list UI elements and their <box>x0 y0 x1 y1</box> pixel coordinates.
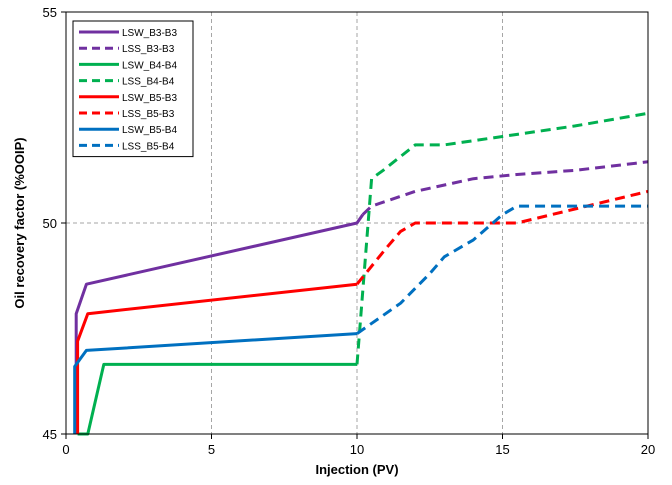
legend-label: LSS_B3-B3 <box>122 44 175 55</box>
series-lines <box>73 111 649 436</box>
y-tick-label: 50 <box>43 216 57 231</box>
series-line-lss-b3-b3 <box>361 160 649 216</box>
legend-label: LSW_B4-B4 <box>122 60 177 71</box>
x-tick-label: 5 <box>208 442 215 457</box>
legend-box <box>72 20 194 158</box>
legend-label: LSS_B4-B4 <box>122 77 175 88</box>
x-tick-label: 0 <box>62 442 69 457</box>
axis-ticks: 0 5 10 15 20 45 50 55 <box>43 5 656 457</box>
y-tick-label: 55 <box>43 5 57 20</box>
x-tick-label: 20 <box>641 442 655 457</box>
series-line-lss-b5-b4 <box>356 204 648 335</box>
series-line-lss-b4-b4 <box>355 111 649 365</box>
y-tick-label: 45 <box>43 427 57 442</box>
legend-label: LSW_B5-B3 <box>122 93 177 104</box>
x-axis-title: Injection (PV) <box>315 462 398 477</box>
legend: LSW_B3-B3 LSS_B3-B3 LSW_B4-B4 LSS_B4-B4 LSW_… <box>72 20 194 158</box>
legend-label: LSS_B5-B3 <box>122 109 175 120</box>
series-line-lss-b5-b3 <box>355 189 649 286</box>
x-tick-label: 10 <box>350 442 364 457</box>
series-line-lsw-b5-b4 <box>73 332 358 434</box>
series-line-lsw-b5-b3 <box>76 282 358 434</box>
legend-label: LSS_B5-B4 <box>122 141 175 152</box>
legend-label: LSW_B5-B4 <box>122 125 177 136</box>
legend-label: LSW_B3-B3 <box>122 28 177 39</box>
x-tick-label: 15 <box>495 442 509 457</box>
y-axis-title: Oil recovery factor (%OOIP) <box>12 137 27 308</box>
